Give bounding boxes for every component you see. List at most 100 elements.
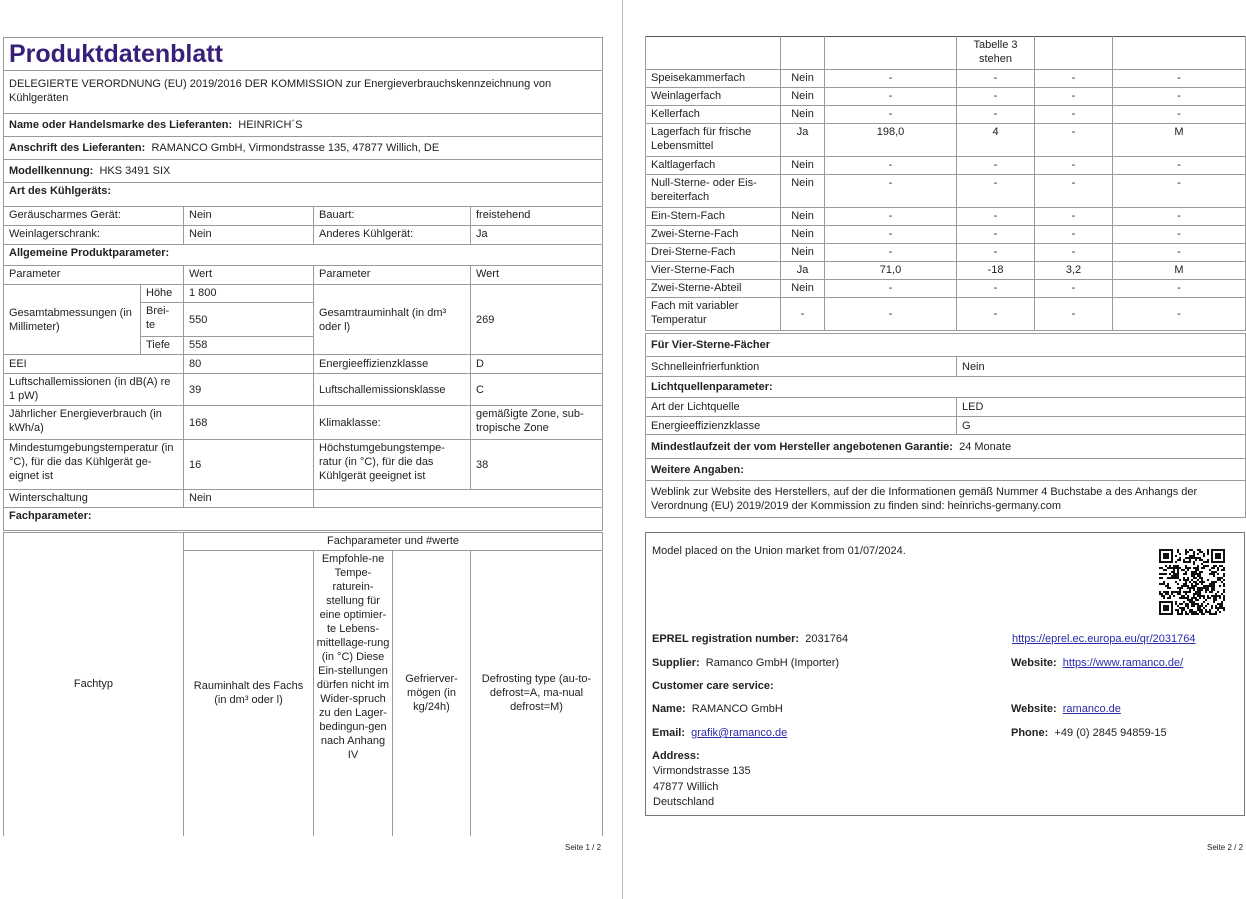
compartment-row: Vier-Sterne-Fach Ja 71,0 -18 3,2 M xyxy=(645,261,1246,280)
website2-link[interactable]: ramanco.de xyxy=(1062,703,1121,715)
address-line: Virmondstrasse 135 xyxy=(653,765,751,777)
compartment-name: Weinlagerfach xyxy=(645,87,781,106)
cell: Höchstumgebungstempe-ratur (in °C), für … xyxy=(313,439,471,490)
temperature: - xyxy=(956,279,1035,298)
compartment-row: Kaltlagerfach Nein - - - - xyxy=(645,156,1246,175)
compartment-name: Zwei-Sterne-Abteil xyxy=(645,279,781,298)
dimensions-label: Gesamtabmessungen (in Millimeter) xyxy=(3,284,141,355)
type-row: Geräuscharmes Gerät: Nein Bauart: freistehe… xyxy=(3,206,604,226)
four-star-heading: Für Vier-Sterne-Fächer xyxy=(644,333,1246,357)
compartment-row: Zwei-Sterne-Abteil Nein - - - - xyxy=(645,279,1246,298)
freezing-capacity: - xyxy=(1034,87,1113,106)
qr-code-icon[interactable] xyxy=(1159,549,1225,615)
param-row: Mindestumgebungstemperatur (in °C), für … xyxy=(3,439,604,490)
cell xyxy=(1112,36,1246,70)
address-label: Address: xyxy=(652,750,700,762)
cell: D xyxy=(469,354,604,374)
cell: 80 xyxy=(183,354,314,374)
address-value: RAMANCO GmbH, Virmondstrasse 135, 47877 … xyxy=(151,142,440,154)
dim-name: Brei-te xyxy=(140,302,184,337)
temperature: - xyxy=(956,297,1035,331)
compartment-heading: Fachparameter: xyxy=(2,507,604,531)
dim-value: 558 xyxy=(183,336,314,355)
column-header: Wert xyxy=(183,265,314,285)
continuation-text: Tabelle 3 stehen xyxy=(956,36,1035,70)
continuation-row: Tabelle 3 stehen xyxy=(645,36,1246,70)
cell: Klimaklasse: xyxy=(313,405,471,440)
eprel-box: Model placed on the Union market from 01… xyxy=(645,532,1245,816)
col-fachtyp: Fachtyp xyxy=(3,532,184,836)
website-label: Website: xyxy=(1011,657,1057,669)
regulation-text: DELEGIERTE VERORDNUNG (EU) 2019/2016 DER… xyxy=(2,70,604,114)
compartment-table: Tabelle 3 stehen Speisekammerfach Nein - - -… xyxy=(645,36,1246,331)
cell: Bauart: xyxy=(313,206,471,226)
col-freeze: Gefrierver-mögen (in kg/24h) xyxy=(392,550,471,836)
website2-label: Website: xyxy=(1011,703,1057,715)
website-link[interactable]: https://www.ramanco.de/ xyxy=(1062,657,1184,669)
defrost-type: - xyxy=(1112,207,1246,226)
cell: Jährlicher Energieverbrauch (in kWh/a) xyxy=(3,405,184,440)
volume: - xyxy=(824,279,957,298)
dim-value: 550 xyxy=(183,302,314,337)
present: Nein xyxy=(780,156,825,175)
cell: 168 xyxy=(183,405,314,440)
dim-name: Tiefe xyxy=(140,336,184,355)
cell: EEI xyxy=(3,354,184,374)
temperature: - xyxy=(956,87,1035,106)
volume: - xyxy=(824,156,957,175)
email-label: Email: xyxy=(652,727,686,739)
type-heading: Art des Kühlgeräts: xyxy=(2,182,604,207)
cell: Weinlagerschrank: xyxy=(3,225,184,245)
dim-name: Höhe xyxy=(140,284,184,303)
column-header: Parameter xyxy=(3,265,184,285)
volume: 198,0 xyxy=(824,123,957,157)
fast-freeze-label: Schnelleinfrierfunktion xyxy=(645,356,957,377)
col-temp: Empfohle-ne Tempe-raturein-stellung für … xyxy=(313,550,393,836)
address-line: Deutschland xyxy=(653,796,715,808)
header-row: Parameter Wert Parameter Wert xyxy=(3,265,604,285)
compartment-row: Fach mit variabler Temperatur - - - - - xyxy=(645,297,1246,331)
defrost-type: - xyxy=(1112,156,1246,175)
model-row: Modellkennung: HKS 3491 SIX xyxy=(2,159,604,183)
empty-cell xyxy=(312,489,604,508)
param-row: Luftschallemissionen (in dB(A) re 1 pW) 3… xyxy=(3,373,604,406)
compartment-name: Speisekammerfach xyxy=(645,69,781,88)
compartment-row: Lagerfach für frische Lebensmittel Ja 198,… xyxy=(645,123,1246,157)
phone-label: Phone: xyxy=(1011,727,1049,739)
param-row: EEI 80 Energieeffizienzklasse D xyxy=(3,354,604,374)
present: Nein xyxy=(780,225,825,244)
freezing-capacity: - xyxy=(1034,123,1113,157)
defrost-type: - xyxy=(1112,297,1246,331)
customer-care-heading: Customer care service: xyxy=(652,680,774,692)
eprel-link[interactable]: https://eprel.ec.europa.eu/qr/2031764 xyxy=(1012,633,1196,645)
cell xyxy=(824,36,957,70)
warranty-value: 24 Monate xyxy=(959,440,1012,453)
additional-table: Für Vier-Sterne-Fächer Schnelleinfrierfu… xyxy=(644,333,1246,518)
eprel-number: 2031764 xyxy=(805,633,849,645)
temperature: -18 xyxy=(956,261,1035,280)
temperature: - xyxy=(956,243,1035,262)
volume: - xyxy=(824,297,957,331)
present: Nein xyxy=(780,279,825,298)
cell xyxy=(645,36,781,70)
temperature: - xyxy=(956,207,1035,226)
cell xyxy=(780,36,825,70)
compartment-name: Zwei-Sterne-Fach xyxy=(645,225,781,244)
cell: C xyxy=(469,373,604,406)
compartment-row: Ein-Stern-Fach Nein - - - - xyxy=(645,207,1246,226)
light-class-value: G xyxy=(955,416,1246,435)
warranty-label: Mindestlaufzeit der vom Hersteller angeb… xyxy=(651,440,953,453)
volume: - xyxy=(824,105,957,124)
more-heading: Weitere Angaben: xyxy=(644,458,1246,481)
freezing-capacity: - xyxy=(1034,156,1113,175)
eprel-label: EPREL registration number: xyxy=(652,633,800,645)
cell: Luftschallemissionsklasse xyxy=(313,373,471,406)
col-volume: Rauminhalt des Fachs (in dm³ oder l) xyxy=(183,550,314,836)
col-defrost: Defrosting type (au-to-defrost=A, ma-nua… xyxy=(469,550,604,836)
compartment-name: Lagerfach für frische Lebensmittel xyxy=(645,123,781,157)
supplier-row: Name oder Handelsmarke des Lieferanten: … xyxy=(2,113,604,137)
defrost-type: - xyxy=(1112,174,1246,208)
fast-freeze-value: Nein xyxy=(955,356,1246,377)
volume: - xyxy=(824,69,957,88)
email-link[interactable]: grafik@ramanco.de xyxy=(691,727,788,739)
